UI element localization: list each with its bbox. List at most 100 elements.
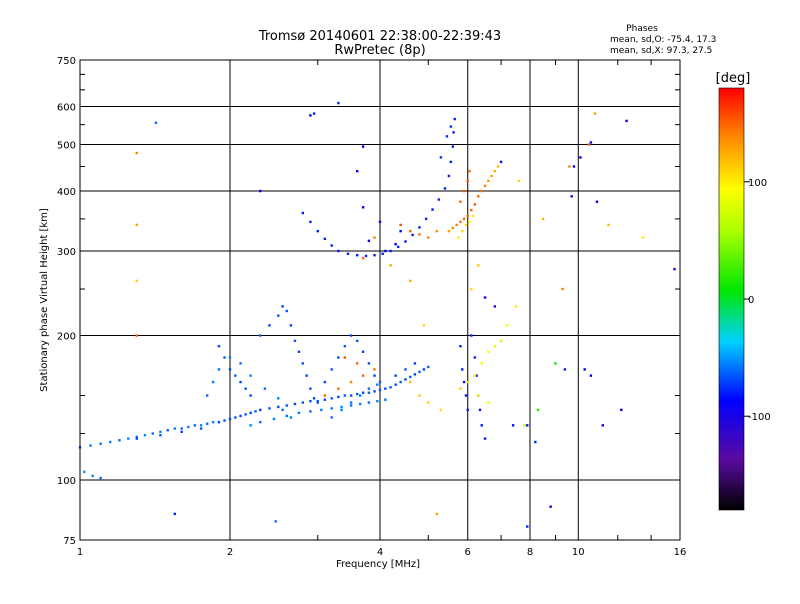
data-point xyxy=(435,229,438,233)
data-point xyxy=(461,229,464,233)
stats-heading: Phases xyxy=(626,24,658,34)
data-point xyxy=(91,474,94,478)
data-point xyxy=(272,417,276,421)
data-point xyxy=(239,380,242,384)
data-point xyxy=(384,398,387,401)
data-point xyxy=(312,397,316,400)
data-point xyxy=(239,414,242,418)
data-point xyxy=(301,211,305,215)
data-point xyxy=(490,174,493,178)
x-tick-label: 16 xyxy=(674,547,687,558)
data-point xyxy=(349,394,353,397)
y-tick-label: 75 xyxy=(63,536,76,547)
data-point xyxy=(607,223,610,227)
data-point xyxy=(439,156,443,159)
data-point xyxy=(361,391,365,394)
data-point xyxy=(330,407,333,410)
data-point xyxy=(541,217,545,221)
y-tick-label: 600 xyxy=(57,103,76,114)
data-point xyxy=(394,374,397,377)
data-point xyxy=(459,387,462,390)
data-point xyxy=(249,374,252,377)
data-point xyxy=(404,378,407,381)
data-point xyxy=(394,242,397,246)
data-point xyxy=(361,145,365,148)
data-point xyxy=(249,394,252,397)
data-point xyxy=(228,356,232,359)
y-tick-label: 200 xyxy=(57,332,76,343)
x-tick-label: 2 xyxy=(227,547,233,558)
data-point xyxy=(589,374,593,377)
data-point xyxy=(499,339,503,343)
data-point xyxy=(211,380,215,384)
data-point xyxy=(389,264,392,267)
data-points xyxy=(78,101,676,528)
data-point xyxy=(217,345,221,348)
data-point xyxy=(477,264,480,267)
data-point xyxy=(309,220,312,224)
data-point xyxy=(154,121,158,124)
data-point xyxy=(455,223,458,227)
data-point xyxy=(254,410,257,413)
data-point xyxy=(480,424,483,427)
data-point xyxy=(135,223,138,227)
data-point xyxy=(642,236,645,239)
x-tick-label: 10 xyxy=(572,547,585,558)
data-point xyxy=(399,229,402,233)
data-point xyxy=(305,374,308,377)
data-point xyxy=(268,324,271,327)
data-point xyxy=(413,373,417,376)
data-point xyxy=(409,279,412,283)
y-tick-label: 400 xyxy=(57,187,76,198)
data-point xyxy=(459,345,462,348)
data-point xyxy=(367,391,371,394)
chart-title: Tromsø 20140601 22:38:00-22:39:43 xyxy=(258,29,501,44)
data-point xyxy=(268,407,271,410)
data-point xyxy=(355,392,359,396)
data-point xyxy=(234,416,237,419)
colorbar-tick-label: 100 xyxy=(748,178,767,189)
data-point xyxy=(409,375,412,379)
data-point xyxy=(418,370,421,374)
data-point xyxy=(493,345,497,348)
data-point xyxy=(340,408,343,412)
data-point xyxy=(223,356,226,359)
data-point xyxy=(483,437,487,440)
data-point xyxy=(473,374,477,377)
data-point xyxy=(83,470,86,474)
data-point xyxy=(358,394,362,397)
data-point xyxy=(312,112,316,115)
data-point xyxy=(381,252,384,256)
y-tick-label: 300 xyxy=(57,247,76,258)
data-point xyxy=(187,425,190,429)
data-point xyxy=(477,195,480,198)
data-point xyxy=(337,387,340,390)
data-point xyxy=(143,433,147,437)
data-point xyxy=(620,408,623,412)
data-point xyxy=(470,287,473,291)
data-point xyxy=(563,368,567,371)
data-point xyxy=(373,374,376,377)
data-point xyxy=(409,380,412,384)
data-point xyxy=(263,387,267,390)
data-point xyxy=(89,444,92,447)
data-point xyxy=(367,387,371,390)
data-point xyxy=(601,424,605,427)
data-point xyxy=(459,200,462,203)
data-point xyxy=(451,145,455,148)
data-point xyxy=(316,229,319,233)
data-point xyxy=(355,362,359,365)
data-point xyxy=(493,169,497,173)
data-point xyxy=(180,427,183,430)
data-point xyxy=(589,141,593,144)
colorbar-tick-label: 0 xyxy=(748,295,754,306)
plot-frame xyxy=(79,59,681,541)
data-point xyxy=(259,408,262,412)
data-point xyxy=(473,356,477,359)
data-point xyxy=(337,356,340,359)
data-point xyxy=(361,374,365,377)
data-point xyxy=(211,420,215,424)
data-point xyxy=(173,512,177,516)
data-point xyxy=(259,334,262,337)
data-point xyxy=(361,256,365,260)
